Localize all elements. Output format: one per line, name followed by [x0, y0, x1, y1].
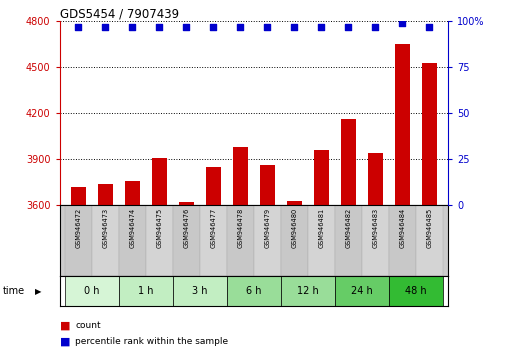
Bar	[200, 205, 227, 276]
Bar	[119, 276, 173, 306]
Text: GSM946479: GSM946479	[264, 207, 270, 247]
Point	[371, 24, 379, 30]
Text: GSM946481: GSM946481	[318, 207, 324, 247]
Bar	[179, 202, 194, 205]
Bar	[314, 150, 329, 205]
Bar	[362, 205, 388, 276]
Bar	[395, 44, 410, 205]
Text: GSM946483: GSM946483	[372, 207, 378, 247]
Bar	[92, 205, 119, 276]
Text: percentile rank within the sample: percentile rank within the sample	[75, 337, 228, 346]
Point	[128, 24, 137, 30]
Text: 3 h: 3 h	[192, 286, 208, 296]
Bar	[308, 205, 335, 276]
Point	[263, 24, 271, 30]
Text: ■: ■	[60, 321, 70, 331]
Point	[209, 24, 218, 30]
Text: ▶: ▶	[35, 287, 42, 296]
Text: count: count	[75, 321, 100, 330]
Text: GSM946484: GSM946484	[399, 207, 405, 248]
Text: GSM946478: GSM946478	[237, 207, 243, 248]
Bar	[233, 147, 248, 205]
Bar	[173, 276, 227, 306]
Text: GSM946472: GSM946472	[76, 207, 81, 248]
Bar	[335, 276, 388, 306]
Point	[236, 24, 244, 30]
Text: time: time	[3, 286, 25, 296]
Text: GSM946482: GSM946482	[346, 207, 351, 248]
Bar	[281, 276, 335, 306]
Bar	[287, 201, 301, 205]
Bar	[125, 181, 140, 205]
Text: 48 h: 48 h	[405, 286, 426, 296]
Text: GSM946473: GSM946473	[103, 207, 108, 247]
Bar	[388, 276, 443, 306]
Bar	[206, 167, 221, 205]
Bar	[341, 119, 356, 205]
Point	[290, 24, 298, 30]
Point	[344, 24, 352, 30]
Point	[74, 24, 82, 30]
Bar	[227, 276, 281, 306]
Text: ■: ■	[60, 337, 70, 347]
Text: GSM946475: GSM946475	[156, 207, 162, 248]
Bar	[335, 205, 362, 276]
Point	[182, 24, 191, 30]
Text: 1 h: 1 h	[138, 286, 154, 296]
Point	[317, 24, 325, 30]
Point	[425, 24, 434, 30]
Text: 12 h: 12 h	[297, 286, 319, 296]
Text: GSM946477: GSM946477	[210, 207, 217, 248]
Text: GDS5454 / 7907439: GDS5454 / 7907439	[60, 7, 179, 20]
Text: GSM946480: GSM946480	[291, 207, 297, 248]
Bar	[65, 205, 92, 276]
Point	[155, 24, 164, 30]
Bar	[281, 205, 308, 276]
Text: 6 h: 6 h	[246, 286, 262, 296]
Bar	[388, 205, 416, 276]
Point	[398, 20, 406, 26]
Bar	[146, 205, 173, 276]
Text: 24 h: 24 h	[351, 286, 372, 296]
Bar	[416, 205, 443, 276]
Point	[102, 24, 110, 30]
Text: 0 h: 0 h	[84, 286, 99, 296]
Bar	[422, 63, 437, 205]
Bar	[254, 205, 281, 276]
Bar	[152, 158, 167, 205]
Bar	[71, 187, 86, 205]
Text: GSM946476: GSM946476	[183, 207, 190, 248]
Bar	[119, 205, 146, 276]
Bar	[98, 184, 113, 205]
Bar	[368, 153, 383, 205]
Text: GSM946474: GSM946474	[130, 207, 135, 248]
Text: GSM946485: GSM946485	[426, 207, 432, 248]
Bar	[173, 205, 200, 276]
Bar	[65, 276, 119, 306]
Bar	[227, 205, 254, 276]
Bar	[260, 165, 275, 205]
